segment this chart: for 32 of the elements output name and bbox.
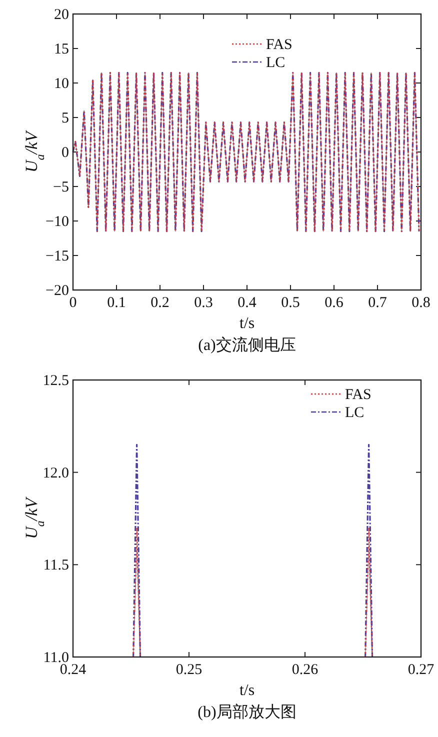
x-axis-title: t/s <box>239 682 255 699</box>
legend-label: FAS <box>266 37 292 53</box>
x-axis-title: t/s <box>239 315 255 332</box>
legend-label: LC <box>345 405 364 421</box>
x-tick-label: 0.25 <box>176 662 202 678</box>
y-tick-label: 0 <box>62 145 69 161</box>
y-tick-label: 5 <box>62 110 69 126</box>
x-tick-label: 0.4 <box>238 295 257 311</box>
y-tick-label: −15 <box>46 248 69 264</box>
x-tick-label: 0.8 <box>412 295 430 311</box>
x-tick-label: 0.3 <box>194 295 213 311</box>
y-tick-label: 12.0 <box>42 465 69 482</box>
y-tick-label: 10 <box>54 76 69 92</box>
x-tick-label: 0.26 <box>292 662 319 678</box>
legend-label: LC <box>266 55 286 71</box>
text: (a)交流侧电压 <box>198 336 296 354</box>
y-tick-label: −10 <box>46 214 69 230</box>
y-tick-label: 12.5 <box>42 373 69 389</box>
text: (b)局部放大图 <box>198 703 296 721</box>
y-tick-label: 11.5 <box>43 558 69 574</box>
x-tick-label: 0.24 <box>60 662 87 678</box>
x-tick-label: 0.6 <box>324 295 344 311</box>
y-tick-label: 15 <box>54 42 69 58</box>
x-tick-label: 0.2 <box>150 295 170 311</box>
x-tick-label: 0.5 <box>281 295 300 311</box>
x-tick-label: 0.7 <box>368 295 388 311</box>
y-tick-label: 20 <box>54 7 69 23</box>
y-tick-label: −5 <box>53 180 69 196</box>
y-tick-label: −20 <box>46 283 69 299</box>
x-tick-label: 0.27 <box>408 662 435 678</box>
x-tick-label: 0.1 <box>107 295 126 311</box>
legend-label: FAS <box>345 387 372 403</box>
